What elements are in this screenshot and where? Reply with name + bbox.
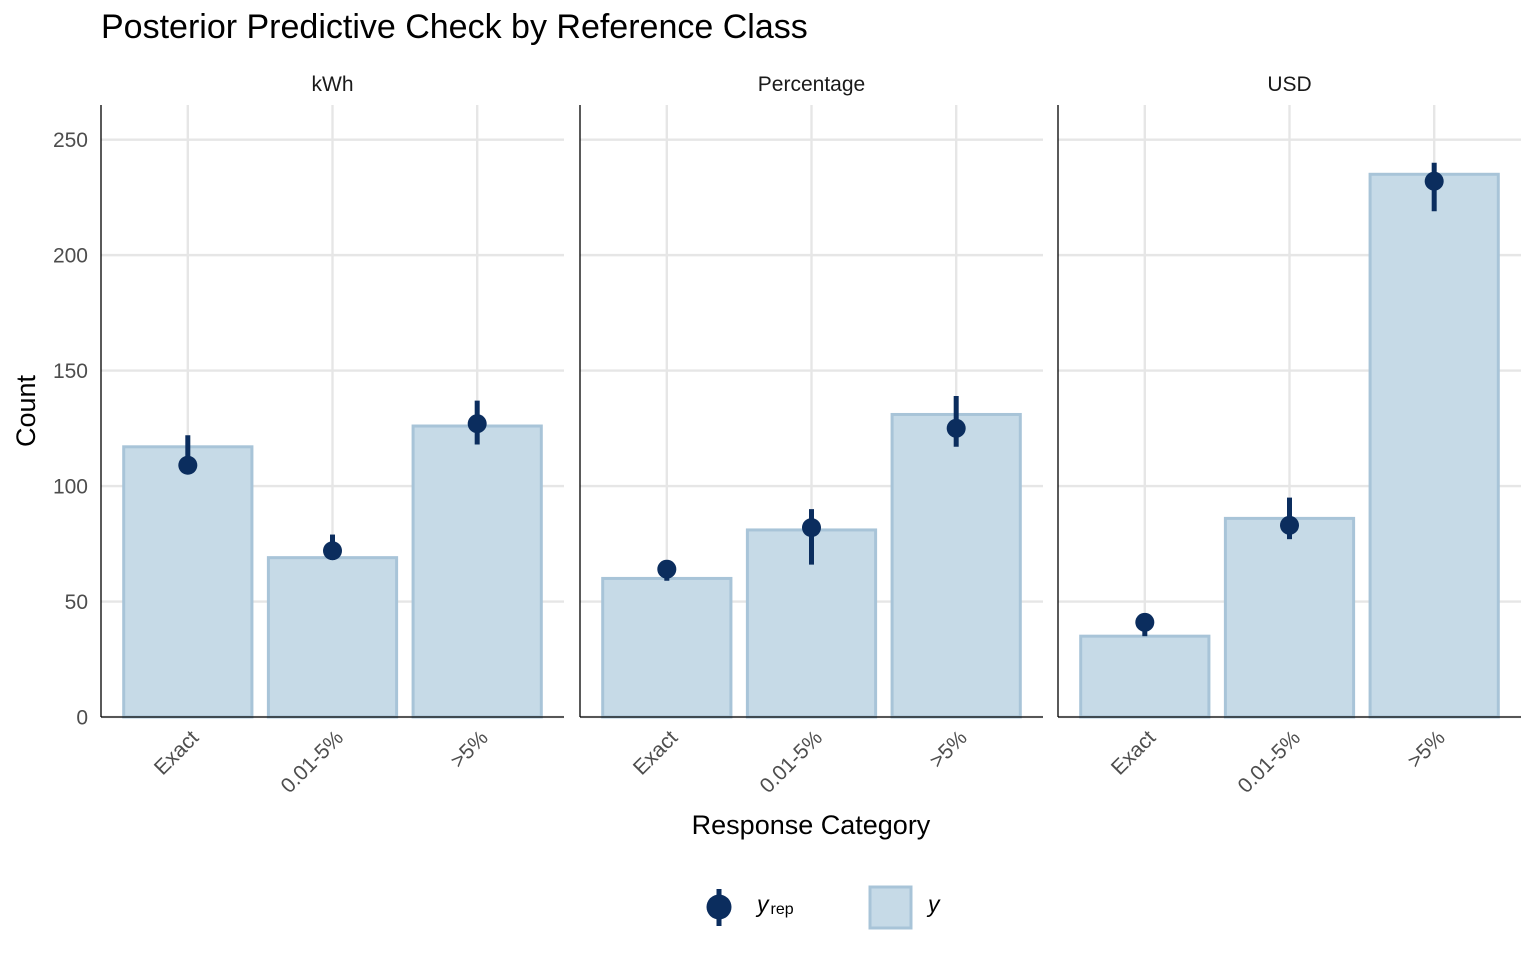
panel-kwh: kWh 0 50 100 150 200 250 Exact 0.01-5% >5% <box>53 73 564 798</box>
yrep-point <box>178 455 198 475</box>
yrep-point <box>802 518 821 538</box>
yrep-point <box>657 559 677 579</box>
x-tick-label: Exact <box>150 726 204 780</box>
legend-y-label: y <box>926 891 941 917</box>
strip-label: Percentage <box>758 73 865 96</box>
yrep-point <box>467 414 487 434</box>
legend: y rep y <box>706 885 941 930</box>
chart-title: Posterior Predictive Check by Reference … <box>101 8 808 46</box>
x-tick-label: 0.01-5% <box>276 726 348 798</box>
bar-y <box>1079 634 1211 719</box>
legend-y-swatch <box>868 885 913 930</box>
legend-yrep-subscript: rep <box>771 901 794 918</box>
y-tick-label: 150 <box>53 360 88 383</box>
yrep-point <box>946 418 966 438</box>
x-tick-label: >5% <box>925 726 971 772</box>
x-tick-label: 0.01-5% <box>1233 726 1305 798</box>
bar-y <box>122 445 254 719</box>
x-tick-label: Exact <box>1107 726 1161 780</box>
x-tick-label: >5% <box>1403 726 1449 772</box>
x-tick-label: 0.01-5% <box>755 726 827 798</box>
bar-y <box>890 412 1022 719</box>
bar-y <box>1368 172 1500 719</box>
x-axis-title: Response Category <box>692 810 931 840</box>
legend-yrep-point <box>706 894 732 920</box>
bar-y <box>411 424 543 719</box>
yrep-point <box>1424 171 1444 191</box>
strip-label: USD <box>1267 73 1311 96</box>
x-tick-label: Exact <box>629 726 683 780</box>
y-tick-label: 0 <box>76 707 88 730</box>
y-tick-label: 100 <box>53 476 88 499</box>
bar-y <box>1223 516 1356 719</box>
yrep-point <box>1280 515 1299 535</box>
y-tick-label: 200 <box>53 245 88 268</box>
yrep-point <box>1135 612 1155 632</box>
y-tick-label: 250 <box>53 129 88 152</box>
yrep-point <box>323 541 342 561</box>
panel-usd: USD Exact 0.01-5% >5% <box>1057 73 1521 798</box>
legend-yrep-label: y rep <box>755 891 794 918</box>
bar-y <box>601 576 733 719</box>
bar-y <box>266 556 399 719</box>
y-axis-title: Count <box>11 374 41 447</box>
strip-label: kWh <box>312 73 354 96</box>
x-tick-label: >5% <box>446 726 492 772</box>
y-tick-label: 50 <box>65 591 88 614</box>
panel-percentage: Percentage Exact 0.01-5% >5% <box>579 73 1043 798</box>
